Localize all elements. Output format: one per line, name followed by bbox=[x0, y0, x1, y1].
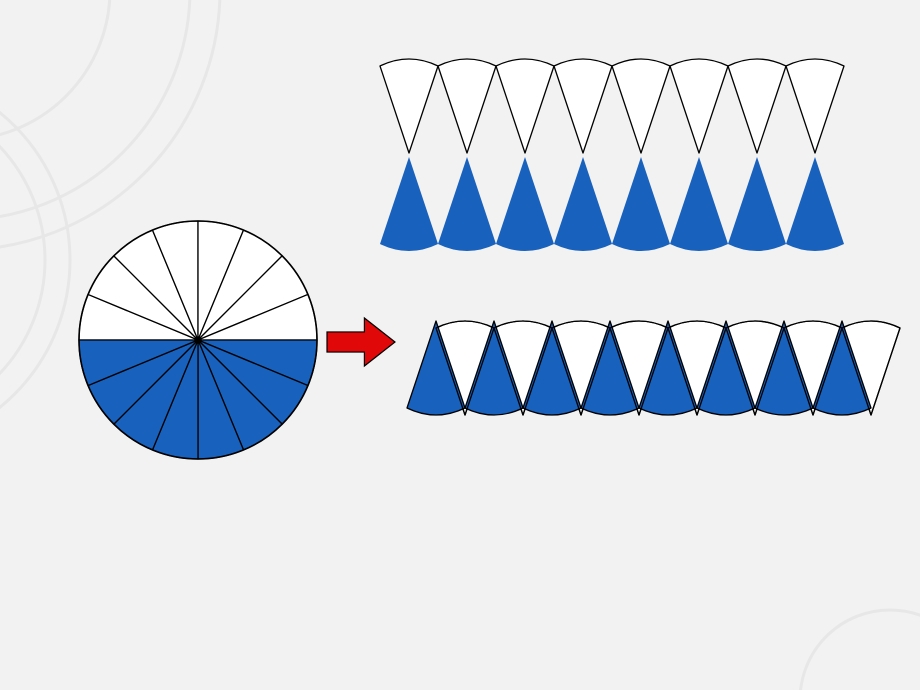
circle-16-slices bbox=[77, 219, 319, 461]
wedge-row-interleaved bbox=[405, 312, 920, 424]
diagram-container bbox=[0, 0, 920, 690]
wedge-row-blue-up bbox=[378, 148, 862, 260]
arrow-right-icon bbox=[325, 316, 397, 368]
wedge-row-white-down bbox=[378, 50, 862, 162]
